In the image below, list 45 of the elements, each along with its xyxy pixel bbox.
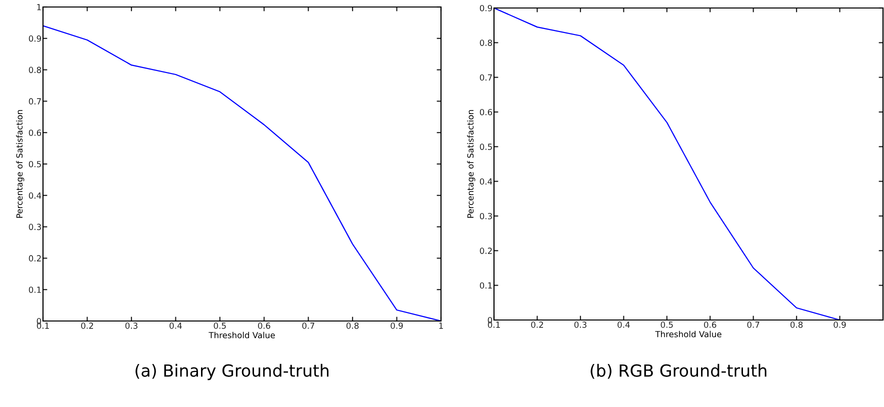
y-tick-label: 0.3: [480, 212, 492, 220]
x-tick-label: 0.1: [488, 322, 500, 328]
y-tick-label: 0.2: [28, 255, 41, 262]
x-tick-label: 0.5: [660, 322, 673, 328]
x-tick-label: 0.3: [574, 322, 586, 328]
x-tick-label: 0.7: [302, 322, 314, 329]
y-tick-label: 0.3: [28, 224, 41, 230]
y-axis-title: Percentage of Satisfaction: [16, 110, 24, 218]
y-tick-label: 0.8: [480, 40, 492, 46]
x-tick-label: 1: [439, 322, 443, 329]
x-tick-label: 0.5: [214, 322, 226, 329]
x-tick-label: 0.3: [125, 322, 138, 329]
y-tick-label: 0.9: [480, 4, 492, 12]
x-tick-label: 0.6: [704, 322, 716, 328]
y-tick-label: 0.6: [480, 108, 492, 116]
y-tick-label: 0.6: [28, 130, 42, 136]
text: (b) RGB Ground-truth: [590, 364, 766, 379]
text: (a) Binary Ground-truth: [136, 364, 328, 380]
x-tick-label: 0.4: [170, 322, 182, 329]
x-tick-label: 0.6: [258, 322, 270, 329]
y-tick-label: 1: [37, 4, 41, 10]
y-tick-label: 0.8: [28, 66, 42, 74]
y-tick-label: 0.5: [480, 144, 492, 150]
y-tick-label: 0.2: [480, 248, 492, 254]
x-tick-label: 0.8: [790, 322, 803, 328]
x-tick-label: 0.9: [834, 322, 846, 328]
x-tick-label: 0.2: [81, 322, 94, 329]
y-tick-label: 0.5: [28, 160, 41, 168]
y-tick-label: 0.1: [480, 282, 492, 289]
x-tick-label: 0.7: [747, 322, 760, 328]
x-tick-label: 0.8: [346, 322, 359, 329]
x-axis-title: Threshold Value: [208, 332, 275, 338]
x-tick-label: 0.4: [618, 322, 630, 328]
y-tick-label: 0.4: [480, 178, 492, 185]
x-tick-label: 0.9: [390, 322, 403, 329]
y-tick-label: 0: [488, 316, 492, 324]
x-axis-title: Threshold Value: [655, 330, 722, 338]
y-tick-label: 0.1: [28, 286, 41, 293]
y-axis-title: Percentage of Satisfaction: [467, 110, 476, 218]
y-tick-label: 0.7: [480, 74, 492, 81]
y-tick-label: 0.9: [28, 35, 42, 42]
y-tick-label: 0.4: [28, 192, 42, 199]
x-tick-label: 0.2: [531, 322, 544, 328]
y-tick-label: 0: [36, 318, 42, 324]
y-tick-label: 0.7: [28, 98, 41, 104]
